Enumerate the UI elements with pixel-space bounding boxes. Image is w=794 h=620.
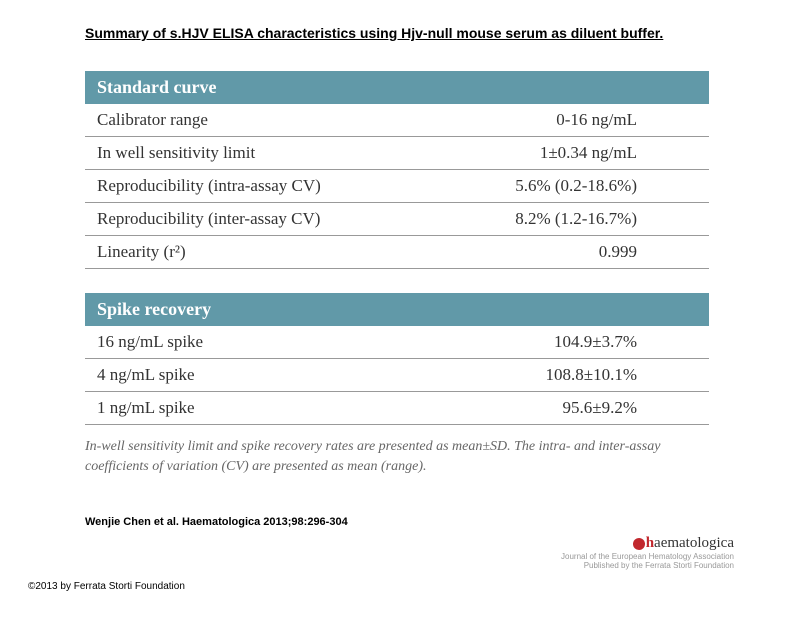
section-header-standard: Standard curve — [85, 71, 709, 104]
logo-subtitle2: Published by the Ferrata Storti Foundati… — [561, 561, 734, 570]
logo-word: aematologica — [654, 535, 734, 551]
citation: Wenjie Chen et al. Haematologica 2013;98… — [85, 516, 794, 528]
row-label: Linearity (r²) — [97, 242, 599, 262]
table-row: In well sensitivity limit 1±0.34 ng/mL — [85, 136, 709, 169]
logo-letter: h — [646, 535, 654, 551]
row-label: 1 ng/mL spike — [97, 398, 563, 418]
row-label: 16 ng/mL spike — [97, 332, 554, 352]
row-label: 4 ng/mL spike — [97, 365, 546, 385]
journal-logo: haematologica Journal of the European He… — [561, 534, 734, 570]
row-value: 8.2% (1.2-16.7%) — [515, 209, 697, 229]
table-row: 1 ng/mL spike 95.6±9.2% — [85, 391, 709, 424]
page-title: Summary of s.HJV ELISA characteristics u… — [85, 25, 794, 41]
row-value: 1±0.34 ng/mL — [540, 143, 697, 163]
row-value: 5.6% (0.2-18.6%) — [515, 176, 697, 196]
row-value: 0.999 — [599, 242, 697, 262]
section-gap — [85, 268, 709, 293]
table-row: Reproducibility (inter-assay CV) 8.2% (1… — [85, 202, 709, 235]
copyright: ©2013 by Ferrata Storti Foundation — [28, 581, 185, 592]
table-row: 4 ng/mL spike 108.8±10.1% — [85, 358, 709, 391]
logo-ball-icon — [633, 538, 645, 550]
row-value: 0-16 ng/mL — [556, 110, 697, 130]
row-value: 108.8±10.1% — [546, 365, 698, 385]
row-value: 95.6±9.2% — [563, 398, 698, 418]
row-value: 104.9±3.7% — [554, 332, 697, 352]
table-row: Reproducibility (intra-assay CV) 5.6% (0… — [85, 169, 709, 202]
row-label: In well sensitivity limit — [97, 143, 540, 163]
footnote: In-well sensitivity limit and spike reco… — [85, 437, 709, 476]
table-row: Linearity (r²) 0.999 — [85, 235, 709, 268]
elisa-table: Standard curve Calibrator range 0-16 ng/… — [85, 71, 709, 425]
row-label: Reproducibility (inter-assay CV) — [97, 209, 515, 229]
table-rule — [85, 424, 709, 425]
logo-subtitle: Journal of the European Hematology Assoc… — [561, 552, 734, 561]
table-row: Calibrator range 0-16 ng/mL — [85, 104, 709, 136]
section-header-spike: Spike recovery — [85, 293, 709, 326]
table-row: 16 ng/mL spike 104.9±3.7% — [85, 326, 709, 358]
row-label: Calibrator range — [97, 110, 556, 130]
row-label: Reproducibility (intra-assay CV) — [97, 176, 515, 196]
